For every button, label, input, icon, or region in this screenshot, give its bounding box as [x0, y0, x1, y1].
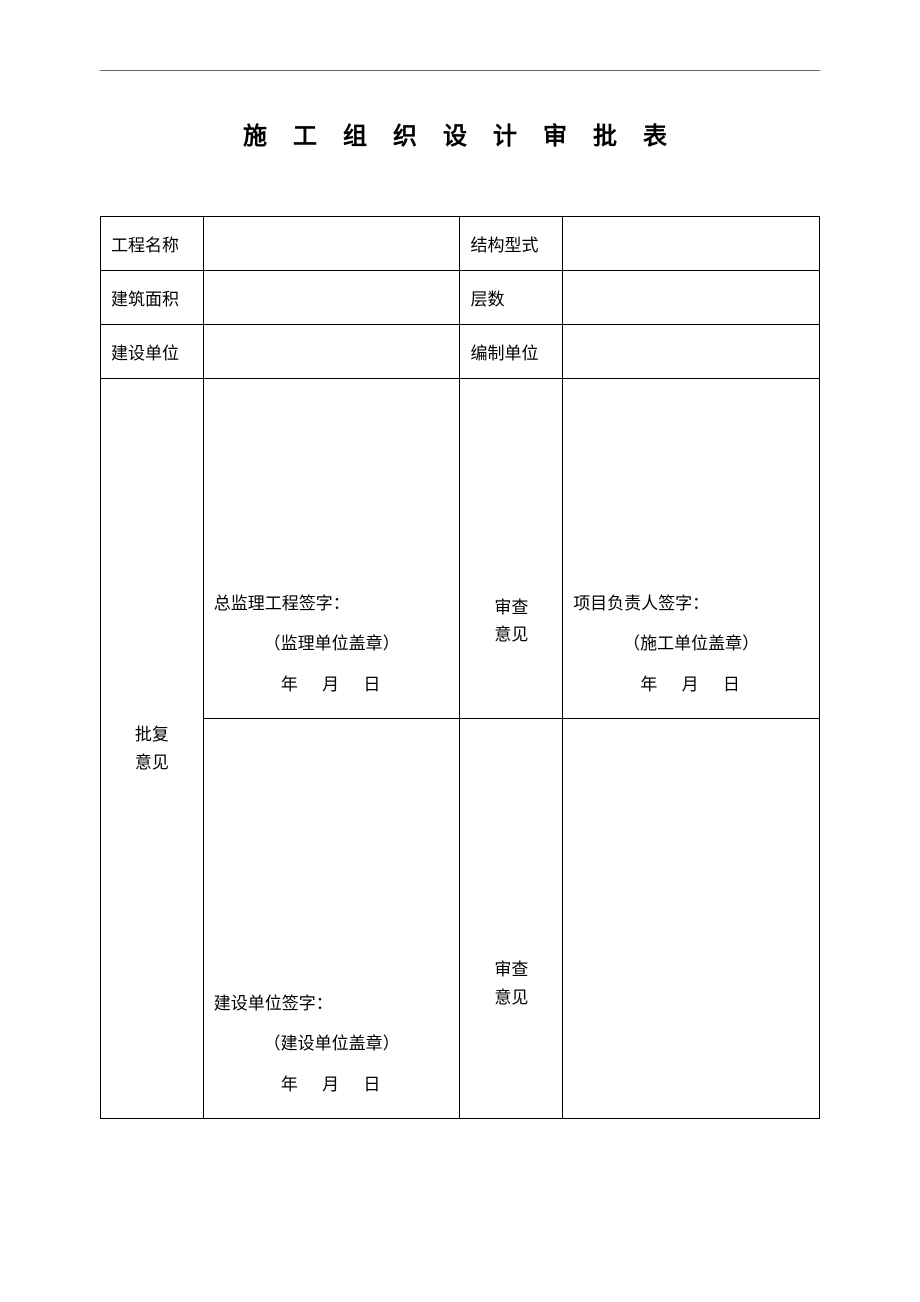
owner-seal-line: （建设单位盖章） — [214, 1024, 450, 1065]
date-day: 日 — [723, 675, 742, 694]
value-floors — [563, 271, 820, 325]
value-compiling-unit — [563, 325, 820, 379]
page-title: 施 工 组 织 设 计 审 批 表 — [100, 116, 820, 151]
review-label-line1: 审查 — [494, 960, 528, 979]
approval-label-line1: 批复 — [135, 725, 169, 744]
review-label-line2: 意见 — [494, 625, 528, 644]
owner-sign-line: 建设单位签字： — [214, 984, 450, 1025]
label-construction-unit: 建设单位 — [101, 325, 204, 379]
date-day: 日 — [363, 675, 382, 694]
table-row: 批复 意见 总监理工程签字： （监理单位盖章） 年 月 日 审查 意见 项目负责… — [101, 379, 820, 719]
owner-sign-cell: 建设单位签字： （建设单位盖章） 年 月 日 — [203, 719, 460, 1119]
label-building-area: 建筑面积 — [101, 271, 204, 325]
value-structure-type — [563, 217, 820, 271]
table-row: 建设单位 编制单位 — [101, 325, 820, 379]
review-opinion-label-1: 审查 意见 — [460, 379, 563, 719]
approval-form-table: 工程名称 结构型式 建筑面积 层数 建设单位 编制单位 批复 意见 总监理工程签… — [100, 216, 820, 1119]
approval-label-line2: 意见 — [135, 753, 169, 772]
date-year: 年 — [281, 675, 300, 694]
supervisor-date-line: 年 月 日 — [214, 665, 450, 706]
project-lead-date-line: 年 月 日 — [573, 665, 809, 706]
header-divider — [100, 70, 820, 71]
date-day: 日 — [363, 1075, 382, 1094]
date-month: 月 — [682, 675, 701, 694]
review-opinion-label-2: 审查 意见 — [460, 719, 563, 1119]
supervisor-seal-line: （监理单位盖章） — [214, 624, 450, 665]
approval-opinion-label: 批复 意见 — [101, 379, 204, 1119]
label-structure-type: 结构型式 — [460, 217, 563, 271]
sign-block-supervisor: 总监理工程签字： （监理单位盖章） 年 月 日 — [214, 584, 450, 706]
date-year: 年 — [640, 675, 659, 694]
sign-block-owner: 建设单位签字： （建设单位盖章） 年 月 日 — [214, 984, 450, 1106]
review-label-line1: 审查 — [494, 598, 528, 617]
table-row: 工程名称 结构型式 — [101, 217, 820, 271]
date-month: 月 — [322, 1075, 341, 1094]
supervisor-sign-line: 总监理工程签字： — [214, 584, 450, 625]
table-row: 建筑面积 层数 — [101, 271, 820, 325]
label-compiling-unit: 编制单位 — [460, 325, 563, 379]
table-row: 建设单位签字： （建设单位盖章） 年 月 日 审查 意见 — [101, 719, 820, 1119]
project-lead-seal-line: （施工单位盖章） — [573, 624, 809, 665]
label-project-name: 工程名称 — [101, 217, 204, 271]
owner-date-line: 年 月 日 — [214, 1065, 450, 1106]
value-construction-unit — [203, 325, 460, 379]
value-project-name — [203, 217, 460, 271]
review-label-line2: 意见 — [494, 988, 528, 1007]
project-lead-sign-cell: 项目负责人签字： （施工单位盖章） 年 月 日 — [563, 379, 820, 719]
label-floors: 层数 — [460, 271, 563, 325]
supervisor-sign-cell: 总监理工程签字： （监理单位盖章） 年 月 日 — [203, 379, 460, 719]
date-year: 年 — [281, 1075, 300, 1094]
value-building-area — [203, 271, 460, 325]
project-lead-sign-line: 项目负责人签字： — [573, 584, 809, 625]
sign-block-project-lead: 项目负责人签字： （施工单位盖章） 年 月 日 — [573, 584, 809, 706]
empty-sign-cell — [563, 719, 820, 1119]
date-month: 月 — [322, 675, 341, 694]
